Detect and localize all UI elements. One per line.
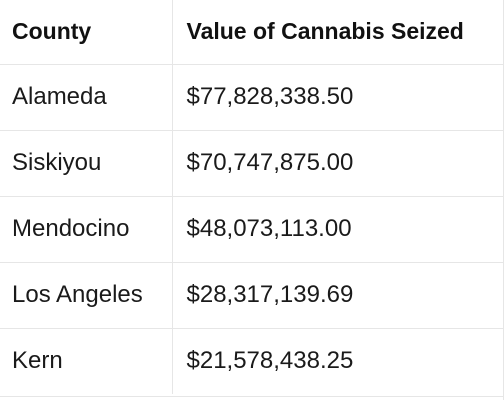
value-cell: $70,747,875.00 bbox=[172, 130, 504, 197]
table-row: Los Angeles $28,317,139.69 bbox=[0, 262, 504, 329]
table-body: Alameda $77,828,338.50 Siskiyou $70,747,… bbox=[0, 64, 504, 394]
table-row: Kern $21,578,438.25 bbox=[0, 328, 504, 394]
value-cell: $48,073,113.00 bbox=[172, 196, 504, 263]
table-row: Alameda $77,828,338.50 bbox=[0, 64, 504, 131]
county-cell: Los Angeles bbox=[0, 262, 173, 329]
county-cell: Kern bbox=[0, 328, 173, 394]
table-header: County Value of Cannabis Seized bbox=[0, 0, 504, 65]
table-bottom-border bbox=[0, 396, 504, 397]
value-cell: $28,317,139.69 bbox=[172, 262, 504, 329]
column-header-county: County bbox=[0, 0, 173, 65]
value-cell: $21,578,438.25 bbox=[186, 347, 354, 375]
table-row: Siskiyou $70,747,875.00 bbox=[0, 130, 504, 197]
county-cell: Mendocino bbox=[0, 196, 173, 263]
value-cell: $77,828,338.50 bbox=[172, 64, 504, 131]
county-cell: Siskiyou bbox=[0, 130, 173, 197]
column-header-value: Value of Cannabis Seized bbox=[172, 0, 504, 65]
county-cell: Alameda bbox=[0, 64, 173, 131]
table-row: Mendocino $48,073,113.00 bbox=[0, 196, 504, 263]
header-row: County Value of Cannabis Seized bbox=[0, 0, 504, 65]
